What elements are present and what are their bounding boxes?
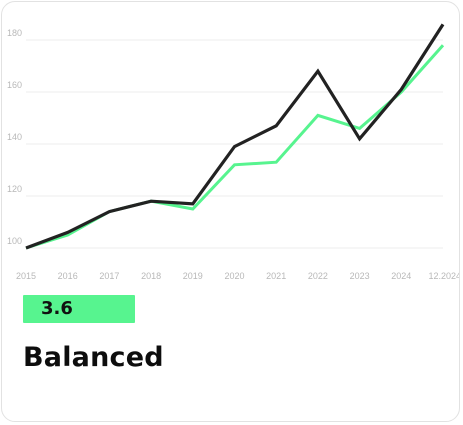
y-tick-label: 160 [7,80,22,90]
x-tick-label: 2017 [99,271,119,281]
x-tick-label: 2015 [16,271,36,281]
x-tick-label: 2016 [58,271,78,281]
x-tick-label: 2019 [183,271,203,281]
score-value: 3.6 [41,298,73,319]
y-tick-label: 180 [7,28,22,38]
x-tick-label: 2023 [350,271,370,281]
performance-chart: 100 120 140 160 180 2015 2016 2017 2018 2019 2020 2… [7,23,460,281]
risk-profile-label: Balanced [23,342,164,373]
y-tick-label: 120 [7,184,22,194]
x-tick-label: 2024 [391,271,411,281]
score-badge: 3.6 [23,295,135,323]
y-tick-label: 140 [7,132,22,142]
series-line-black [25,23,445,250]
x-tick-label: 2021 [266,271,286,281]
x-tick-label: 2022 [308,271,328,281]
x-tick-label: 12.2024 [428,271,460,281]
y-tick-label: 100 [7,236,22,246]
x-tick-label: 2018 [141,271,161,281]
x-tick-label: 2020 [224,271,244,281]
